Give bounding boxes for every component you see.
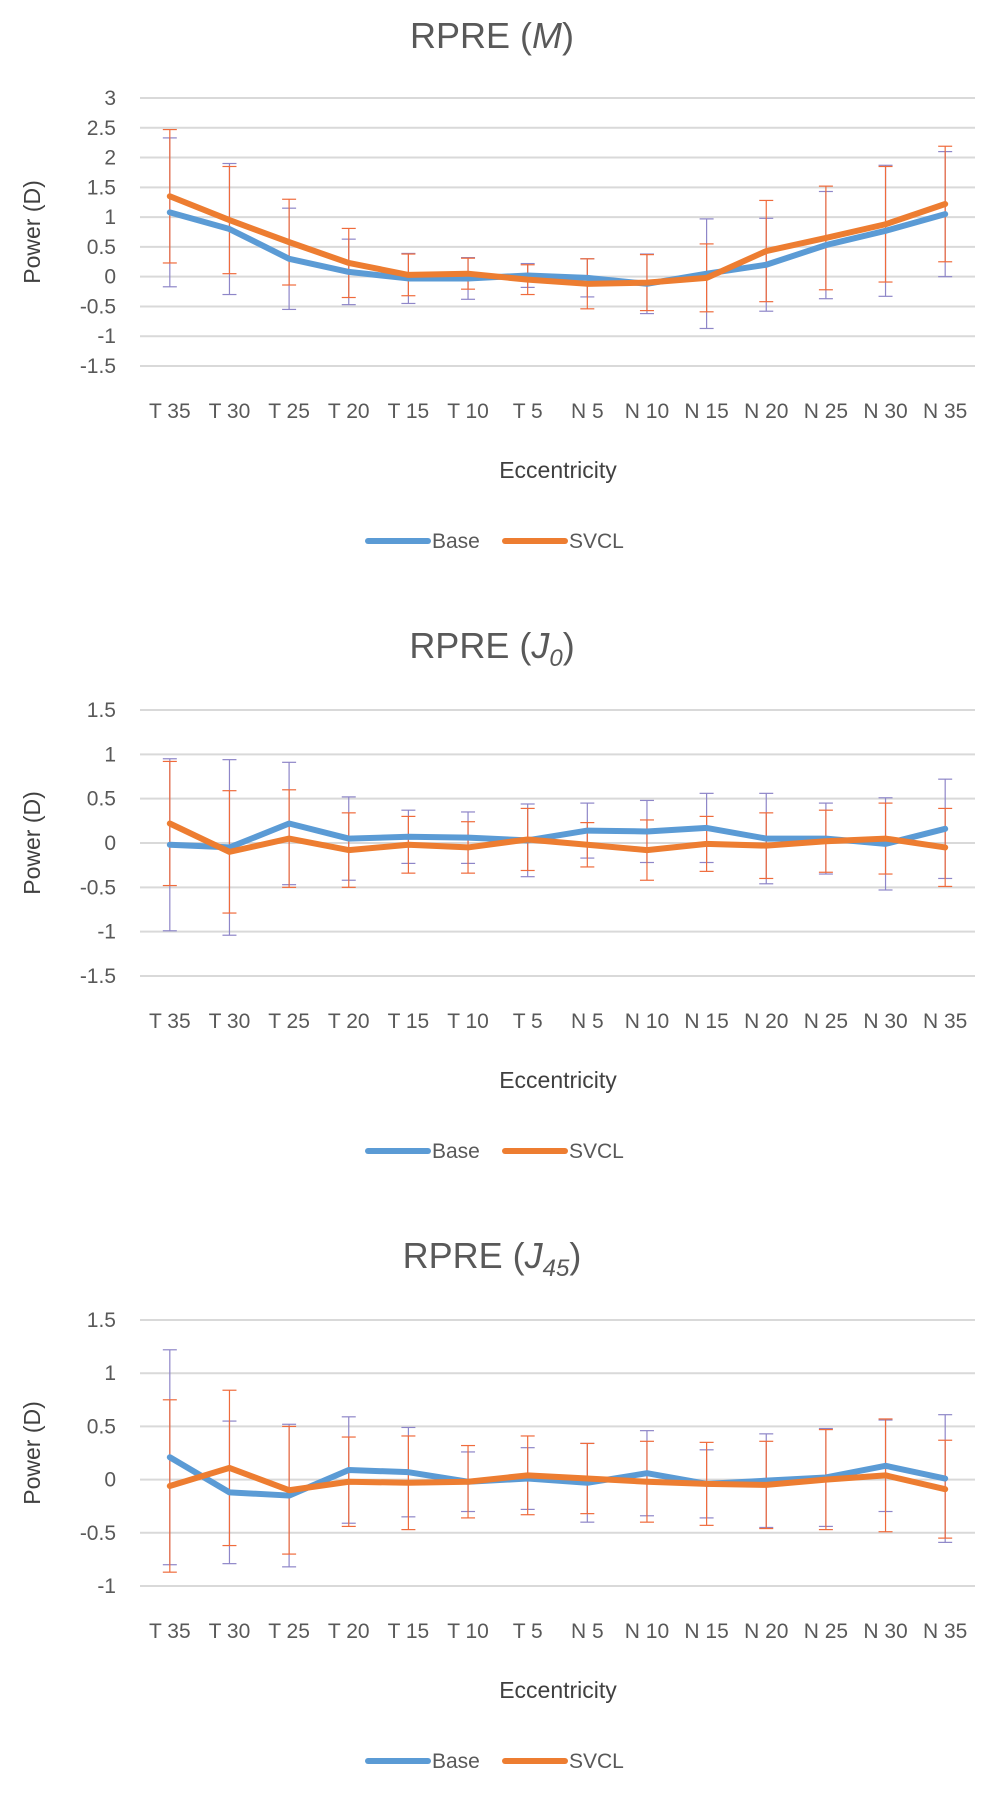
series-line-svcl [166,193,949,287]
x-tick-label: N 25 [804,1620,848,1643]
y-tick-label: 1 [104,743,116,766]
y-tick-label: -1 [97,921,116,944]
legend-label-svcl: SVCL [569,1750,624,1773]
x-tick-label: N 5 [571,1620,604,1643]
x-tick-label: T 5 [513,1010,543,1033]
series-line-svcl [166,820,949,855]
x-tick-label: N 35 [923,1010,967,1033]
legend-label-svcl: SVCL [569,1140,624,1163]
x-tick-label: N 5 [571,1010,604,1033]
x-tick-label: T 20 [328,1620,370,1643]
x-tick-label: T 35 [149,400,191,423]
y-tick-label: 1 [104,206,116,229]
y-tick-label: -1.5 [80,355,116,378]
chart-3: RPRE (J45) 1.5 1 0.5 0 -0.5 -1 T 35 T 30 T 25 T 20… [19,1235,975,1773]
y-tick-label: -0.5 [80,876,116,899]
y-tick-label: 0 [104,832,116,855]
y-tick-label: 0 [104,1469,116,1492]
x-tick-label: N 35 [923,400,967,423]
x-tick-label: N 35 [923,1620,967,1643]
x-tick-label: N 25 [804,400,848,423]
x-tick-label: T 25 [268,1010,310,1033]
chart-2: RPRE (J0) 1.5 1 0.5 0 -0.5 -1 -1.5 T 35 T 30 T 25 T… [19,625,975,1163]
x-tick-label: T 15 [388,1010,430,1033]
x-tick-label: N 10 [625,1620,669,1643]
legend-label-svcl: SVCL [569,530,624,553]
x-tick-label: T 15 [388,400,430,423]
series-line-svcl [166,1464,949,1494]
legend: Base SVCL [365,530,624,553]
y-tick-label: 0 [104,266,116,289]
x-axis-label: Eccentricity [499,1677,617,1703]
x-tick-label: T 30 [209,1620,251,1643]
x-tick-label: T 10 [447,1010,489,1033]
y-tick-label: 1.5 [87,1309,116,1332]
chart-title: RPRE (J45) [403,1235,582,1282]
x-tick-label: T 20 [328,400,370,423]
y-tick-label: 0.5 [87,788,116,811]
x-tick-label: T 10 [447,1620,489,1643]
x-tick-label: N 20 [744,1010,788,1033]
y-tick-label: -0.5 [80,1522,116,1545]
y-tick-label: 1 [104,1362,116,1385]
legend: Base SVCL [365,1750,624,1773]
y-tick-label: -1 [97,1575,116,1598]
x-tick-label: T 5 [513,1620,543,1643]
x-tick-label: T 25 [268,1620,310,1643]
y-tick-label: 2.5 [87,117,116,140]
legend-label-base: Base [432,1140,480,1163]
x-tick-label: N 15 [684,1620,728,1643]
y-tick-label: 3 [104,87,116,110]
x-tick-label: T 15 [388,1620,430,1643]
chart-title: RPRE (J0) [409,625,574,672]
y-tick-label: -0.5 [80,295,116,318]
x-tick-label: N 10 [625,1010,669,1033]
y-axis-label: Power (D) [19,791,45,895]
y-tick-label: -1.5 [80,965,116,988]
y-tick-label: 2 [104,147,116,170]
x-tick-label: T 35 [149,1620,191,1643]
x-tick-label: T 35 [149,1010,191,1033]
x-axis-label: Eccentricity [499,457,617,483]
y-tick-label: 0.5 [87,236,116,259]
x-tick-label: T 10 [447,400,489,423]
x-tick-label: T 25 [268,400,310,423]
y-axis-label: Power (D) [19,180,45,284]
series-line-base [166,209,949,287]
chart-1: RPRE (M) 3 2.5 2 1.5 1 0.5 0 -0.5 -1 -1.5 T 35 T 30 T… [19,15,975,553]
x-tick-label: N 15 [684,400,728,423]
legend: Base SVCL [365,1140,624,1163]
x-axis-label: Eccentricity [499,1067,617,1093]
x-tick-label: N 10 [625,400,669,423]
legend-label-base: Base [432,530,480,553]
x-tick-label: N 15 [684,1010,728,1033]
chart-title: RPRE (M) [410,15,574,56]
y-tick-label: 1.5 [87,176,116,199]
x-tick-label: N 5 [571,400,604,423]
x-tick-label: N 30 [863,1620,907,1643]
y-axis-label: Power (D) [19,1401,45,1505]
y-tick-label: 1.5 [87,699,116,722]
x-tick-label: T 30 [209,400,251,423]
x-tick-label: N 25 [804,1010,848,1033]
series-line-base [166,820,949,851]
legend-label-base: Base [432,1750,480,1773]
y-tick-label: 0.5 [87,1415,116,1438]
x-tick-label: N 30 [863,1010,907,1033]
x-tick-label: N 20 [744,1620,788,1643]
x-tick-label: N 30 [863,400,907,423]
x-tick-label: T 5 [513,400,543,423]
x-tick-label: N 20 [744,400,788,423]
x-tick-label: T 20 [328,1010,370,1033]
y-tick-label: -1 [97,325,116,348]
x-tick-label: T 30 [209,1010,251,1033]
